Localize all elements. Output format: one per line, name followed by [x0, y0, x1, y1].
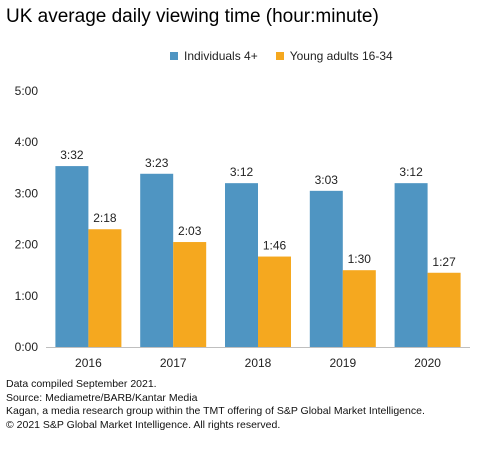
y-tick-label: 3:00: [15, 186, 39, 200]
legend-item-young-adults: Young adults 16-34: [275, 49, 393, 63]
data-label: 1:27: [432, 255, 456, 269]
legend: Individuals 4+ Young adults 16-34: [170, 49, 393, 63]
data-label: 2:18: [93, 211, 117, 225]
chart-title: UK average daily viewing time (hour:minu…: [6, 6, 379, 27]
legend-swatch-young-adults: [275, 52, 284, 60]
y-tick-label: 2:00: [15, 238, 39, 252]
x-tick-label: 2019: [329, 356, 356, 370]
data-label: 3:23: [145, 156, 169, 170]
footer-line-copyright: © 2021 S&P Global Market Intelligence. A…: [6, 418, 281, 431]
y-tick-label: 1:00: [15, 289, 39, 303]
bar-young-adults-2017: [173, 242, 207, 347]
x-tick-label: 2020: [414, 356, 441, 370]
data-label: 3:12: [399, 165, 423, 179]
data-label: 3:32: [60, 148, 84, 162]
bar-individuals-2019: [309, 190, 343, 347]
footer-notes: Data compiled September 2021. Source: Me…: [6, 378, 425, 432]
legend-item-individuals: Individuals 4+: [170, 49, 258, 63]
bar-individuals-2020: [394, 183, 428, 347]
bar-young-adults-2016: [88, 229, 122, 347]
bar-young-adults-2019: [342, 270, 376, 347]
bar-young-adults-2018: [258, 256, 291, 347]
legend-label-individuals: Individuals 4+: [184, 49, 258, 63]
data-label: 1:30: [348, 252, 372, 266]
data-label: 2:03: [178, 224, 202, 238]
bar-young-adults-2020: [427, 272, 461, 347]
bar-individuals-2016: [55, 166, 89, 347]
y-tick-label: 5:00: [15, 84, 39, 98]
footer-line-kagan: Kagan, a media research group within the…: [6, 405, 425, 417]
data-label: 3:03: [315, 173, 339, 187]
legend-swatch-individuals: [170, 52, 178, 60]
legend-label-young-adults: Young adults 16-34: [289, 49, 393, 63]
data-label: 3:12: [230, 165, 254, 179]
x-tick-label: 2016: [75, 356, 102, 370]
y-tick-label: 0:00: [15, 340, 39, 354]
bar-individuals-2018: [225, 183, 258, 347]
x-tick-label: 2018: [245, 356, 272, 370]
data-label: 1:46: [263, 239, 287, 253]
bar-individuals-2017: [140, 173, 174, 347]
y-tick-label: 4:00: [15, 135, 39, 149]
footer-line-compiled: Data compiled September 2021.: [6, 378, 157, 390]
x-tick-label: 2017: [160, 356, 187, 370]
footer-line-source: Source: Mediametre/BARB/Kantar Media: [6, 391, 198, 404]
